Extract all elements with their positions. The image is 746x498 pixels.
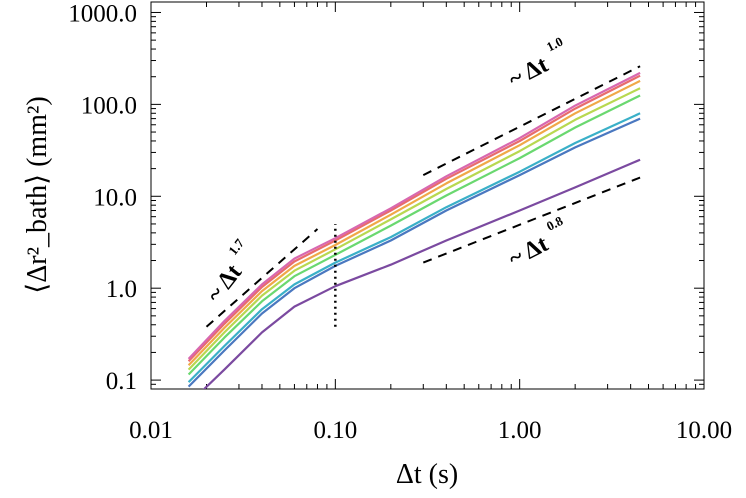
plot-frame <box>150 1 705 390</box>
x-tick-label: 1.00 <box>498 417 542 444</box>
x-tick-label: 0.01 <box>129 417 173 444</box>
series-line <box>202 158 641 389</box>
series-line <box>187 87 641 371</box>
x-tick-labels: 0.01 0.10 1.00 10.00 <box>129 417 732 444</box>
x-tick-label: 10.00 <box>676 417 732 444</box>
axis-ticks <box>150 2 704 390</box>
series-line <box>187 74 641 363</box>
reference-line <box>422 65 641 176</box>
reference-label: ~ Δt0.8 <box>505 213 566 273</box>
y-tick-label: 0.1 <box>106 368 137 395</box>
reference-line <box>422 176 641 264</box>
reference-label: ~ Δt1.0 <box>505 34 566 94</box>
y-tick-labels: 0.1 1.0 10.0 100.0 1000.0 <box>68 0 137 395</box>
x-tick-label: 0.10 <box>313 417 357 444</box>
series-layer <box>187 71 641 389</box>
reference-label-text: ~ Δt <box>505 231 553 272</box>
y-tick-label: 100.0 <box>81 92 137 119</box>
y-tick-label: 1.0 <box>106 276 137 303</box>
y-tick-label: 10.0 <box>93 184 137 211</box>
series-line <box>187 79 641 367</box>
reference-label-text: ~ Δt <box>505 52 553 93</box>
series-line <box>187 112 641 383</box>
reference-label-exponent: 0.8 <box>544 213 566 234</box>
series-line <box>187 117 641 388</box>
series-line <box>187 71 641 360</box>
series-line <box>187 94 641 376</box>
reference-line <box>205 228 319 328</box>
y-tick-label: 1000.0 <box>68 0 137 27</box>
y-axis-label: ⟨Δr²_bath⟩ (mm²) <box>22 96 53 293</box>
reference-label-text: ~ Δt <box>202 260 247 308</box>
reference-label-exponent: 1.0 <box>544 34 565 55</box>
x-axis-label: Δt (s) <box>396 459 458 490</box>
reference-label-exponent: 1.7 <box>225 235 247 257</box>
